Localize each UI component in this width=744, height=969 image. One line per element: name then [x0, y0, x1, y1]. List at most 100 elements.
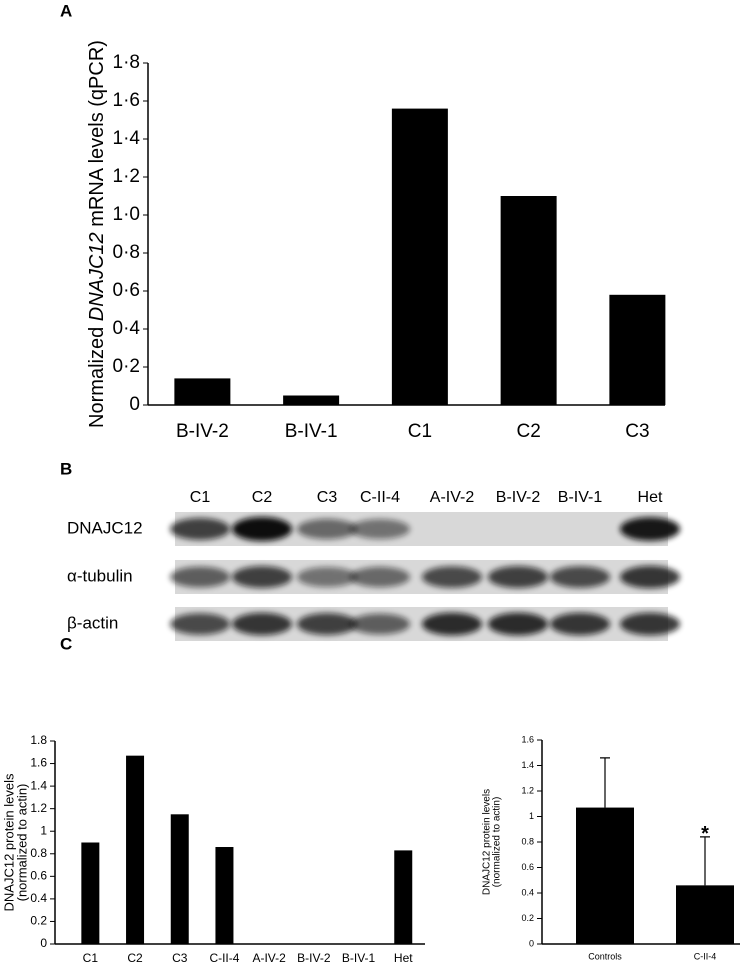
lane-label: Het: [638, 489, 663, 506]
bar: [676, 885, 734, 944]
blot-band: [488, 612, 548, 636]
panel-label: A: [60, 1, 72, 20]
y-tick-label: 0.8: [521, 836, 534, 846]
bar: [394, 850, 413, 944]
y-tick-label: 1·8: [113, 52, 140, 73]
x-tick-label: B-IV-1: [342, 951, 376, 965]
y-axis-label-part: Normalized: [86, 321, 108, 428]
blot-band: [550, 566, 610, 588]
bar: [283, 395, 340, 405]
row-label: DNAJC12: [67, 518, 143, 537]
blot-band: [620, 612, 680, 636]
y-tick-label: 1.6: [521, 734, 534, 744]
blot-band: [422, 566, 482, 588]
error-bar: [700, 836, 710, 886]
y-tick-label: 0·2: [113, 356, 140, 377]
lane-label: C3: [317, 489, 338, 506]
y-tick-label: 1: [529, 811, 534, 821]
panel-label: B: [60, 459, 72, 478]
blot-band: [350, 613, 410, 635]
blot-band: [350, 519, 410, 539]
x-tick-label: Controls: [588, 951, 622, 961]
row-label: α-tubulin: [67, 566, 133, 585]
lane-label: C-II-4: [360, 489, 400, 506]
blot-band: [232, 566, 292, 588]
y-tick-label: 0.2: [521, 913, 534, 923]
lane-label: C1: [190, 489, 211, 506]
blot-band: [297, 613, 357, 635]
y-tick-label: 1·6: [113, 90, 140, 111]
y-axis-label-part: mRNA levels (qPCR): [86, 40, 108, 232]
y-tick-label: 1.4: [30, 778, 47, 792]
y-tick-label: 1.4: [521, 760, 534, 770]
y-tick-label: 0.8: [30, 846, 47, 860]
y-tick-label: 0: [529, 938, 534, 948]
x-tick-label: Het: [394, 951, 413, 965]
x-tick-label: C2: [127, 951, 143, 965]
y-axis-label: (normalized to actin): [492, 797, 503, 888]
lane-label: A-IV-2: [430, 489, 475, 506]
x-tick-label: C2: [516, 421, 540, 442]
blot-band: [232, 612, 292, 636]
y-axis-label-part: DNAJC12: [86, 232, 108, 321]
blot-band: [620, 517, 680, 541]
x-tick-label: C1: [408, 421, 432, 442]
blot-band: [297, 518, 357, 540]
y-axis-label: DNAJC12 protein levels: [482, 789, 493, 895]
bar: [576, 807, 634, 944]
x-tick-label: C-II-4: [209, 951, 239, 965]
blot-band: [297, 567, 357, 587]
y-tick-label: 0·6: [113, 280, 140, 301]
y-axis-label: Normalized DNAJC12 mRNA levels (qPCR): [86, 40, 108, 428]
blot-band: [620, 565, 680, 589]
x-tick-label: B-IV-2: [176, 421, 229, 442]
lane-label: B-IV-1: [558, 489, 603, 506]
x-tick-label: B-IV-1: [285, 421, 338, 442]
bar: [215, 847, 234, 944]
blot-band: [170, 613, 230, 635]
bar: [609, 294, 666, 405]
bar: [500, 196, 557, 405]
blot-band: [422, 612, 482, 636]
x-tick-label: C3: [625, 421, 649, 442]
y-tick-label: 1.6: [30, 756, 47, 770]
bar: [81, 842, 100, 944]
y-tick-label: 1.8: [30, 733, 47, 747]
annotation: *: [701, 823, 709, 845]
row-label: β-actin: [67, 613, 118, 632]
y-tick-label: 0: [40, 936, 47, 950]
blot-band: [350, 566, 410, 588]
panel-label: C: [60, 634, 72, 653]
y-tick-label: 1·0: [113, 204, 140, 225]
y-tick-label: 0: [129, 394, 140, 415]
bar: [174, 378, 231, 405]
y-axis-label: (normalized to actin): [14, 784, 29, 902]
x-tick-label: C1: [83, 951, 99, 965]
y-tick-label: 1.2: [30, 801, 47, 815]
x-tick-label: B-IV-2: [297, 951, 331, 965]
y-tick-label: 0·4: [113, 318, 141, 339]
blot-band: [170, 566, 230, 588]
lane-label: B-IV-2: [496, 489, 541, 506]
blot-band: [232, 517, 292, 541]
y-tick-label: 1·2: [113, 166, 140, 187]
y-tick-label: 1.2: [521, 785, 534, 795]
y-axis-label: DNAJC12 protein levels: [1, 773, 16, 912]
y-tick-label: 0.2: [30, 914, 47, 928]
y-tick-label: 0.4: [30, 891, 47, 905]
lane-label: C2: [252, 489, 273, 506]
x-tick-label: A-IV-2: [252, 951, 286, 965]
blot-band: [488, 566, 548, 588]
x-tick-label: C3: [172, 951, 188, 965]
y-tick-label: 0.6: [521, 862, 534, 872]
x-tick-label: C-II-4: [694, 951, 717, 961]
bar: [126, 755, 145, 944]
y-tick-label: 0.6: [30, 869, 47, 883]
blot-band: [550, 612, 610, 636]
y-tick-label: 1: [40, 823, 47, 837]
bar: [170, 814, 189, 944]
bar: [391, 108, 448, 405]
y-tick-label: 0.4: [521, 887, 534, 897]
y-tick-label: 0·8: [113, 242, 140, 263]
